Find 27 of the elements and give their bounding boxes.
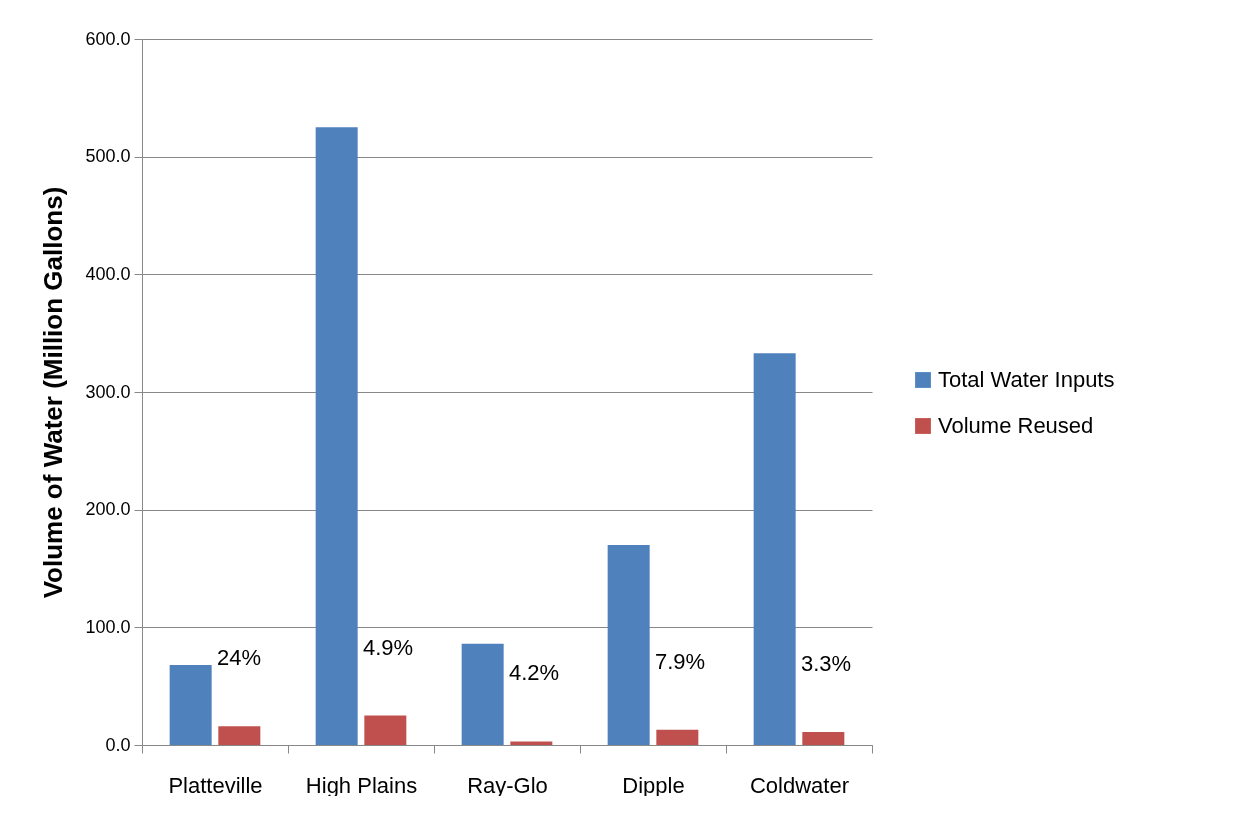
bar [607,544,650,745]
y-tick-label: 400.0 [85,263,131,284]
legend-label: Total Water Inputs [938,367,1115,392]
x-tick-label: Platteville [168,772,263,798]
bar [461,643,504,745]
y-tick-label: 100.0 [85,616,131,637]
y-tick-label: 300.0 [85,381,131,402]
bar [656,729,699,745]
annotation: 3.3% [801,651,852,677]
y-tick-label: 0.0 [105,734,131,755]
bar [315,127,358,745]
annotation: 4.2% [509,660,560,686]
bar [169,664,212,745]
annotation: 7.9% [655,648,706,674]
y-axis-title: Volume of Water (Million Gallons) [38,186,69,599]
legend-label: Volume Reused [938,413,1094,438]
annotation: 24% [217,645,262,671]
bar [510,741,553,745]
y-tick-label: 500.0 [85,146,131,167]
bar [218,726,261,745]
bar [753,353,796,745]
annotation: 4.9% [363,634,414,660]
x-tick-label: Coldwater [749,772,850,798]
bar [364,715,407,745]
y-tick-label: 600.0 [85,28,131,49]
bar [802,732,845,745]
y-tick-label: 200.0 [85,499,131,520]
